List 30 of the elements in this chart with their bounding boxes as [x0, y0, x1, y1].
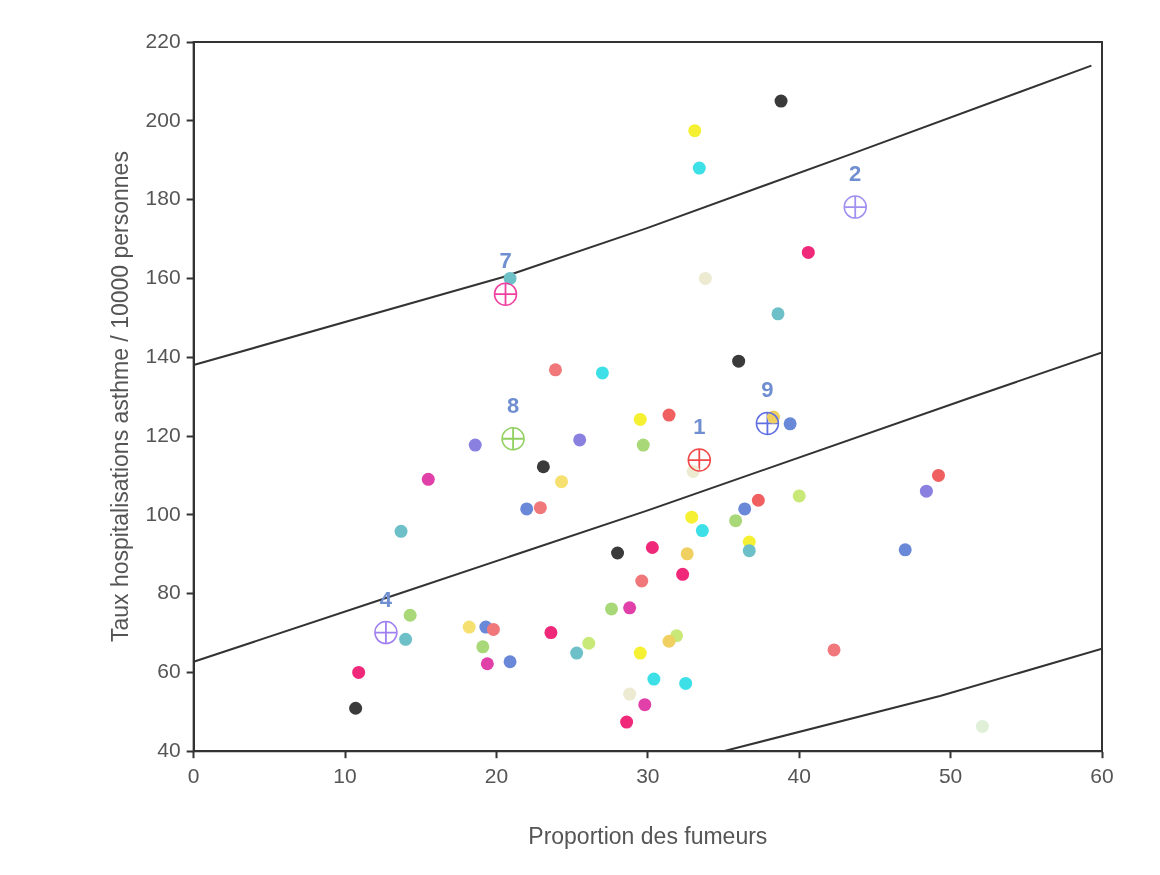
point [755, 411, 780, 436]
y-tick-label: 140 [145, 344, 181, 367]
point [843, 195, 867, 219]
x-tick-label: 50 [938, 763, 963, 787]
x-tick-label: 40 [787, 763, 811, 787]
y-tick-label: 100 [145, 501, 181, 525]
annotation: 9 [761, 377, 774, 403]
point [501, 427, 525, 451]
x-tick-label: 10 [333, 763, 357, 787]
annotation: 8 [506, 392, 520, 418]
y-tick-label: 60 [157, 659, 181, 683]
y-tick-label: 180 [145, 186, 181, 210]
annotation: 2 [849, 161, 862, 187]
y-tick-label: 40 [157, 738, 181, 761]
y-tick-label: 80 [157, 580, 181, 604]
annotation: 7 [499, 248, 512, 274]
point [687, 448, 712, 472]
y-axis-title: Taux hospitalisations asthme / 10000 personnes [107, 151, 134, 643]
y-tick-label: 200 [145, 107, 181, 131]
annotation: 1 [693, 414, 706, 440]
y-tick-label: 120 [145, 422, 181, 446]
x-tick-label: 0 [187, 763, 200, 787]
x-tick-label: 30 [636, 763, 660, 787]
y-tick-label: 220 [145, 28, 181, 52]
point [374, 620, 398, 645]
y-tick-label: 160 [145, 265, 181, 289]
x-tick-label: 20 [484, 763, 509, 787]
point [493, 282, 518, 306]
x-tick-label: 60 [1090, 763, 1114, 787]
x-axis-title: Proportion des fumeurs [528, 822, 768, 849]
